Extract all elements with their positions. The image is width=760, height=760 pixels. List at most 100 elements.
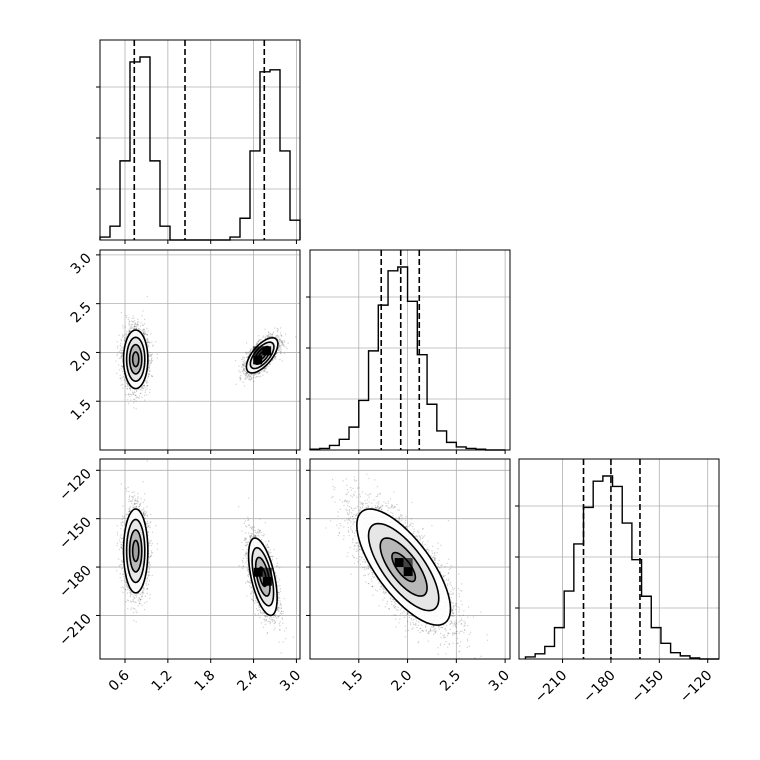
scatter-point: [279, 344, 281, 347]
scatter-point: [125, 336, 128, 338]
scatter-point: [278, 341, 280, 343]
scatter-point: [279, 339, 281, 341]
scatter-point: [278, 343, 280, 345]
scatter-point: [128, 324, 130, 326]
scatter-point: [122, 366, 124, 368]
scatter-point: [268, 362, 271, 364]
scatter-point: [133, 317, 135, 319]
scatter-point: [143, 334, 146, 336]
scatter-point: [279, 350, 281, 352]
scatter-point: [278, 338, 281, 341]
scatter-point: [148, 363, 150, 365]
scatter-point: [128, 332, 130, 335]
scatter-point: [128, 386, 130, 388]
scatter-point: [278, 349, 280, 351]
scatter-point: [150, 362, 152, 364]
scatter-point: [136, 324, 138, 326]
scatter-point: [149, 351, 151, 354]
scatter-point: [250, 348, 252, 350]
scatter-point: [126, 388, 128, 390]
scatter-point: [268, 331, 270, 333]
scatter-point: [272, 331, 275, 334]
scatter-point: [147, 339, 149, 341]
scatter-point: [147, 345, 149, 347]
scatter-point: [278, 343, 280, 346]
scatter-point: [246, 372, 248, 374]
panel-frame-0-0: [99, 39, 301, 241]
scatter-point: [116, 341, 118, 343]
scatter-point: [267, 334, 269, 336]
scatter-point: [140, 322, 142, 324]
scatter-point: [268, 335, 270, 337]
scatter-point: [133, 328, 135, 330]
scatter-point: [260, 338, 262, 341]
scatter-point: [263, 368, 265, 370]
scatter-point: [138, 388, 140, 390]
scatter-point: [272, 358, 274, 360]
scatter-point: [119, 374, 121, 376]
scatter-point: [146, 379, 148, 382]
scatter-point: [281, 344, 283, 346]
scatter-point: [147, 341, 149, 343]
scatter-point: [135, 397, 137, 399]
scatter-point: [142, 330, 144, 332]
scatter-point: [287, 342, 289, 344]
scatter-point: [120, 356, 123, 358]
scatter-point: [251, 373, 253, 375]
scatter-point: [133, 391, 135, 393]
scatter-point: [141, 331, 143, 333]
scatter-point: [122, 375, 124, 377]
scatter-point: [278, 345, 280, 347]
scatter-point: [132, 321, 134, 323]
scatter-point: [271, 334, 273, 336]
scatter-point: [147, 343, 149, 346]
scatter-point: [141, 396, 143, 398]
scatter-point: [143, 385, 145, 387]
scatter-point: [264, 370, 266, 373]
scatter-point: [243, 372, 245, 374]
scatter-point: [243, 368, 245, 370]
scatter-point: [249, 350, 252, 352]
scatter-point: [120, 356, 122, 358]
scatter-point: [256, 344, 258, 346]
scatter-point: [128, 331, 130, 333]
scatter-point: [144, 333, 147, 335]
scatter-point: [275, 337, 277, 339]
scatter-point: [267, 365, 269, 368]
scatter-point: [258, 339, 260, 341]
scatter-point: [127, 385, 129, 387]
scatter-point: [130, 394, 133, 396]
scatter-point: [133, 326, 136, 328]
scatter-point: [246, 372, 248, 374]
scatter-point: [149, 370, 151, 372]
scatter-point: [149, 360, 151, 362]
scatter-point: [124, 385, 126, 387]
scatter-point: [122, 347, 124, 349]
scatter-point: [147, 354, 150, 356]
scatter-point: [134, 327, 136, 330]
scatter-point: [143, 332, 145, 335]
scatter-point: [142, 324, 144, 326]
scatter-point: [261, 370, 263, 372]
scatter-point: [137, 324, 139, 326]
scatter-point: [255, 344, 257, 346]
scatter-point: [252, 346, 254, 348]
scatter-point: [141, 315, 143, 317]
scatter-point: [156, 357, 159, 359]
scatter-point: [244, 374, 246, 376]
scatter-point: [134, 322, 136, 324]
scatter-point: [243, 368, 245, 370]
scatter-point: [279, 340, 281, 342]
scatter-point: [148, 366, 150, 368]
scatter-point: [266, 371, 268, 373]
scatter-point: [148, 373, 150, 375]
scatter-point: [131, 320, 133, 322]
scatter-point: [246, 372, 248, 374]
scatter-point: [246, 375, 249, 378]
scatter-point: [146, 333, 148, 336]
scatter-point: [126, 383, 129, 385]
scatter-point: [264, 367, 266, 369]
scatter-point: [250, 378, 253, 380]
scatter-point: [257, 372, 259, 374]
scatter-point: [145, 381, 147, 383]
